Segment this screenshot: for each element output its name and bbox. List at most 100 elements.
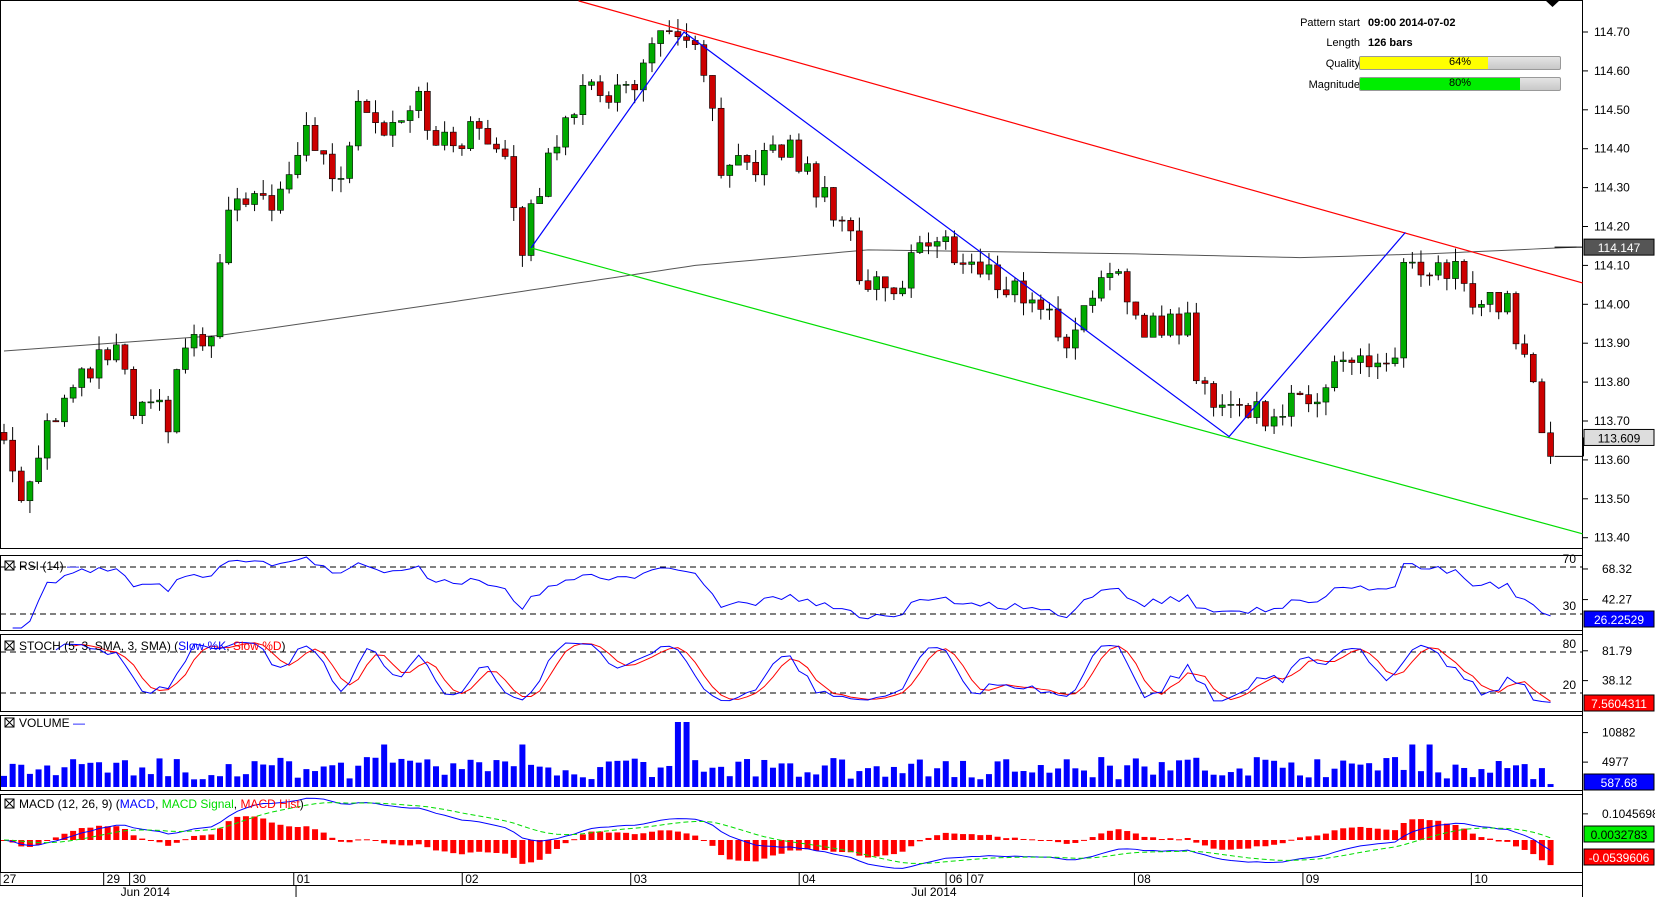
candle-body [1167,313,1174,336]
volume-bar [389,762,396,787]
candle [78,367,86,397]
macd-hist-bar [726,840,733,860]
candle [104,347,111,366]
macd-hist-bar [1495,840,1502,842]
volume-bar [960,760,967,787]
candle [864,269,872,292]
candle [847,217,855,241]
macd-hist-bar [52,837,59,840]
volume-bar [865,768,871,787]
candle [1184,301,1191,337]
macd-hist-bar [1141,836,1148,840]
macd-signal-last-value: 0.0032783 [1591,828,1648,842]
candle-body [113,344,120,361]
volume-bar [1245,775,1252,787]
candle-body [1236,404,1243,406]
macd-hist-bar [268,822,275,840]
macd-hist-bar [303,826,310,840]
macd-hist-bar [605,832,612,840]
macd-hist-bar [156,840,163,843]
candle-body [562,117,569,148]
stoch-title-part: ) [282,639,286,653]
candle-body [1253,401,1261,418]
candle-body [1175,313,1183,336]
candle-body [683,36,690,41]
candle-body [1115,271,1122,274]
volume-bar [873,766,880,787]
candle [346,141,353,184]
candle-body [398,120,405,123]
candle-body [545,152,552,197]
candle [726,164,734,188]
volume-bar [346,778,353,787]
volume-bar [640,761,647,787]
macd-hist-bar [1236,840,1243,849]
candle-body [769,144,777,151]
candle [1141,313,1148,338]
volume-bar [1262,759,1269,787]
volume-bar [1435,772,1442,787]
volume-bar [1063,759,1070,787]
macd-hist-bar [1452,824,1459,840]
volume-bar [1115,779,1122,787]
candle [1460,259,1468,292]
macd-hist-bar [44,840,51,841]
volume-bar [199,779,206,787]
macd-hist-bar [752,840,759,862]
volume-bar [510,766,517,787]
volume-bar [251,761,258,787]
candle [588,79,595,91]
volume-bar [1374,770,1381,787]
volume-bar [726,776,733,787]
macd-hist-bar [363,839,370,841]
candle-body [881,276,889,289]
macd-hist-bar [113,826,120,840]
volume-bar [1392,757,1399,787]
candle [251,190,258,212]
volume-bar [173,759,180,787]
macd-hist-bar [795,840,802,851]
macd-title-part: ) [300,797,304,811]
macd-hist-bar [1037,839,1044,841]
volume-bar [1184,759,1191,787]
candle [1002,276,1010,298]
macd-hist-bar [830,840,837,852]
candle-body [907,252,915,289]
volume-bar [787,763,794,787]
stoch-tick-label: 81.79 [1602,644,1632,658]
macd-title: MACD (12, 26, 9) (MACD, MACD Signal, MAC… [19,797,304,811]
volume-bar [519,744,526,787]
candle [873,271,880,301]
macd-hist-bar [251,816,258,840]
candle-body [536,196,543,204]
macd-hist-bar [1348,827,1355,840]
macd-signal-last-value-box [1583,825,1655,843]
candle [1253,391,1261,424]
candle-body [596,81,604,96]
candle [0,423,8,445]
candle-body [1391,357,1399,364]
volume-bar [1219,775,1226,787]
macd-hist-bar [536,840,543,860]
volume-bar [493,760,500,787]
candle [1391,347,1399,367]
candle [1339,351,1347,372]
candle [406,105,414,133]
candle-body [1046,308,1053,311]
macd-hist-bar [890,840,897,855]
candle-body [622,84,630,86]
volume-bar [1141,766,1148,787]
macd-hist-bar [1132,833,1139,840]
candle [1037,294,1045,320]
macd-hist-bar [415,840,422,845]
candle-body [1357,355,1364,363]
price-tick-label: 113.60 [1594,453,1630,467]
candle-body [173,369,181,433]
candle [311,117,319,151]
volume-bar [744,759,751,787]
candle-body [942,236,950,242]
pattern-info-panel: Pattern start 09:00 2014-07-02 Length 12… [1230,16,1570,96]
day-label: 07 [971,872,985,886]
candle [1106,262,1114,291]
macd-hist-bar [839,840,846,853]
